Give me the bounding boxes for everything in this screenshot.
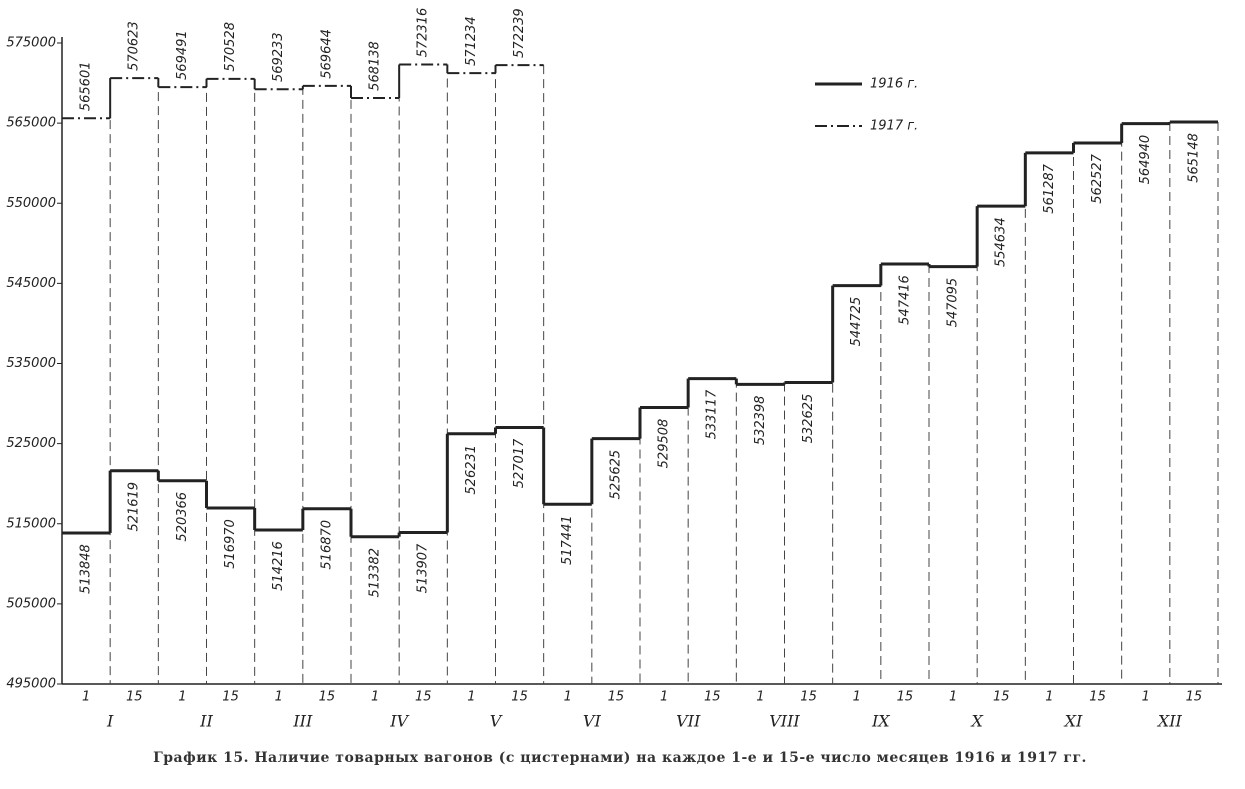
month-label: X bbox=[969, 712, 983, 731]
legend-label: 1916 г. bbox=[870, 77, 918, 92]
value-label: 570528 bbox=[223, 22, 238, 72]
x-tick-label: 1 bbox=[1142, 690, 1150, 705]
value-label: 513382 bbox=[368, 548, 383, 598]
y-tick-label: 550000 bbox=[6, 196, 56, 211]
value-label: 514216 bbox=[271, 541, 286, 591]
x-tick-label: 1 bbox=[82, 690, 90, 705]
month-label: VII bbox=[676, 712, 701, 731]
caption: График 15. Наличие товарных вагонов (с ц… bbox=[153, 750, 1087, 766]
x-tick-label: 1 bbox=[949, 690, 957, 705]
value-label: 533117 bbox=[705, 389, 720, 439]
x-tick-label: 15 bbox=[897, 690, 914, 705]
value-label: 529508 bbox=[657, 419, 672, 469]
value-label: 516970 bbox=[223, 519, 238, 569]
x-tick-label: 15 bbox=[800, 690, 817, 705]
month-label: III bbox=[292, 712, 313, 731]
month-label: XI bbox=[1063, 712, 1083, 731]
month-label: IV bbox=[389, 712, 409, 731]
x-tick-label: 15 bbox=[704, 690, 721, 705]
month-label: VIII bbox=[769, 712, 800, 731]
value-label: 526231 bbox=[464, 445, 479, 495]
x-tick-label: 15 bbox=[511, 690, 528, 705]
value-label: 517441 bbox=[560, 515, 575, 565]
value-label: 561287 bbox=[1042, 163, 1057, 213]
value-label: 572239 bbox=[512, 8, 527, 58]
month-label: II bbox=[199, 712, 213, 731]
value-label: 570623 bbox=[127, 21, 142, 71]
y-tick-label: 565000 bbox=[6, 116, 56, 131]
value-label: 513907 bbox=[416, 543, 431, 593]
x-tick-label: 15 bbox=[126, 690, 143, 705]
value-label: 569644 bbox=[319, 29, 334, 79]
x-tick-label: 1 bbox=[564, 690, 572, 705]
x-tick-label: 1 bbox=[756, 690, 764, 705]
value-label: 516870 bbox=[319, 520, 334, 570]
value-label: 569233 bbox=[271, 32, 286, 82]
x-tick-label: 15 bbox=[319, 690, 336, 705]
value-label: 532398 bbox=[753, 396, 768, 446]
value-label: 568138 bbox=[368, 41, 383, 91]
x-tick-label: 15 bbox=[222, 690, 239, 705]
x-tick-label: 1 bbox=[178, 690, 186, 705]
x-tick-label: 1 bbox=[275, 690, 283, 705]
value-label: 513848 bbox=[79, 544, 94, 594]
x-tick-label: 1 bbox=[1045, 690, 1053, 705]
value-label: 547416 bbox=[897, 275, 912, 325]
x-tick-label: 15 bbox=[608, 690, 625, 705]
value-label: 544725 bbox=[849, 297, 864, 347]
month-label: I bbox=[106, 712, 114, 731]
value-label: 565601 bbox=[79, 61, 94, 111]
value-label: 554634 bbox=[994, 217, 1009, 267]
legend-label: 1917 г. bbox=[870, 119, 918, 134]
month-label: IX bbox=[871, 712, 890, 731]
x-tick-label: 15 bbox=[415, 690, 432, 705]
y-tick-label: 495000 bbox=[6, 677, 56, 692]
value-label: 547095 bbox=[946, 278, 961, 328]
x-tick-label: 1 bbox=[371, 690, 379, 705]
month-label: XII bbox=[1156, 712, 1183, 731]
value-label: 569491 bbox=[175, 30, 190, 80]
value-label: 571234 bbox=[464, 16, 479, 66]
y-tick-label: 525000 bbox=[6, 436, 56, 451]
x-tick-label: 1 bbox=[467, 690, 475, 705]
month-label: VI bbox=[583, 712, 602, 731]
value-label: 562527 bbox=[1090, 153, 1105, 203]
value-label: 572316 bbox=[416, 8, 431, 58]
y-tick-label: 575000 bbox=[6, 36, 56, 51]
month-label: V bbox=[490, 712, 503, 731]
y-tick-label: 535000 bbox=[6, 356, 56, 371]
y-tick-label: 515000 bbox=[6, 516, 56, 531]
x-tick-label: 1 bbox=[660, 690, 668, 705]
y-tick-label: 545000 bbox=[6, 276, 56, 291]
x-tick-label: 15 bbox=[993, 690, 1010, 705]
value-label: 527017 bbox=[512, 438, 527, 488]
x-tick-label: 15 bbox=[1186, 690, 1203, 705]
x-tick-label: 1 bbox=[853, 690, 861, 705]
x-tick-label: 15 bbox=[1089, 690, 1106, 705]
value-label: 521619 bbox=[127, 482, 142, 532]
value-label: 565148 bbox=[1186, 133, 1201, 183]
value-label: 525625 bbox=[608, 450, 623, 500]
value-label: 532625 bbox=[801, 394, 816, 444]
value-label: 520366 bbox=[175, 492, 190, 542]
y-tick-label: 505000 bbox=[6, 596, 56, 611]
value-label: 564940 bbox=[1138, 135, 1153, 185]
